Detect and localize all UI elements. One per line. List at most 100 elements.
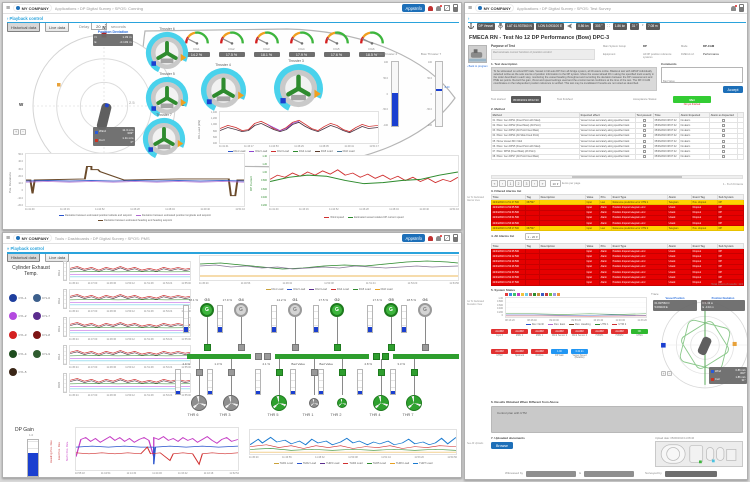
appsinfo-button[interactable]: AppsInfo xyxy=(402,234,425,242)
witness-field-2[interactable] xyxy=(584,471,635,477)
back-link[interactable]: ‹ Back to program xyxy=(467,65,488,68)
sensor-status[interactable]: ALARM Wind Sensor 4 xyxy=(571,329,588,337)
notification-bell-icon[interactable] xyxy=(436,234,442,241)
breaker-icon[interactable] xyxy=(310,369,318,376)
thruster-unit[interactable]: Bad Value THR 2 xyxy=(316,359,356,423)
goto-alarms-link[interactable]: Go To Dedicated Alarms View xyxy=(467,197,485,202)
breaker-icon[interactable] xyxy=(338,369,346,376)
comments-input[interactable]: Bad Value xyxy=(661,67,743,83)
next-page-button[interactable]: › xyxy=(531,180,538,187)
notification-bell-icon[interactable] xyxy=(731,4,737,11)
alarm-row[interactable]: 22/04/2019 11:52:33.500 Input Alarm Positi… xyxy=(491,209,744,216)
sensor-status[interactable]: 1.00 DP Gain xyxy=(551,349,568,360)
sensor-status[interactable]: ALARM UTM2 xyxy=(491,349,508,360)
sensor-status[interactable]: 0.21 kn Vessel Speed (Relative) xyxy=(571,349,588,360)
test-passed-checkbox[interactable] xyxy=(643,149,646,153)
see-uploads-link[interactable]: See All Uploads xyxy=(467,443,484,445)
page-button[interactable]: 3 xyxy=(523,180,530,187)
alarm-as-expected-checkbox[interactable] xyxy=(722,139,725,143)
thruster-unit[interactable]: 4.8 % THR 4 xyxy=(355,359,395,423)
vessel-chip[interactable]: DP Vessel xyxy=(476,22,496,30)
sensor-status[interactable]: ALARM MRU 2 xyxy=(511,329,528,337)
method-hscrollbar[interactable] xyxy=(491,175,743,179)
witness-field-1[interactable] xyxy=(526,471,577,477)
breaker-icon[interactable] xyxy=(410,369,418,376)
test-passed-checkbox[interactable] xyxy=(643,144,646,148)
sensor-status[interactable]: ALARM MRU 1 xyxy=(531,329,548,337)
alarm-as-expected-checkbox[interactable] xyxy=(722,144,725,148)
historical-data-button[interactable]: Historical data xyxy=(7,252,41,262)
per-page-select[interactable]: 10 ▾ xyxy=(550,180,561,187)
menu-icon[interactable]: ≡ xyxy=(6,4,11,12)
alarm-row[interactable]: 22/04/2019 11:52:05.500 Input Alarm Positi… xyxy=(491,204,744,211)
alarm-row[interactable]: 22/04/2019 11:58:17.500 067527 Input Low Re… xyxy=(491,225,744,232)
appsinfo-button[interactable]: AppsInfo xyxy=(402,4,425,12)
test-passed-checkbox[interactable] xyxy=(643,118,646,122)
prev-page-button[interactable]: ‹ xyxy=(499,180,506,187)
test-passed-checkbox[interactable] xyxy=(643,155,646,159)
alarms2-range-select[interactable]: 1 - 20 ▾ xyxy=(525,233,541,240)
scroll-thumb[interactable] xyxy=(572,176,682,178)
trace-zoom-controls[interactable]: + − xyxy=(661,371,672,376)
breaker-icon[interactable] xyxy=(421,344,429,351)
thruster-unit[interactable]: 4.9 % THR 6 xyxy=(173,359,213,423)
browse-button[interactable]: Browse xyxy=(491,442,513,449)
sensor-status[interactable]: ALARM RADius xyxy=(531,349,548,360)
test-passed-checkbox[interactable] xyxy=(643,134,646,138)
test-passed-checkbox[interactable] xyxy=(643,129,646,133)
notification-bell-icon[interactable] xyxy=(436,4,442,11)
generator-unit[interactable]: 17.9 % G4 G xyxy=(215,297,255,354)
fullscreen-icon[interactable] xyxy=(444,5,450,11)
alarm-row[interactable]: 22/04/2019 11:52:26.500 Input Alarm Positi… xyxy=(491,263,744,270)
sensor-status[interactable]: ALARM Spotrack xyxy=(511,349,528,360)
live-data-button[interactable]: Live data xyxy=(45,22,70,32)
alarm-as-expected-checkbox[interactable] xyxy=(722,129,725,133)
uploaded-document-image[interactable] xyxy=(655,441,743,467)
breaker-icon[interactable] xyxy=(227,369,235,376)
test-passed-checkbox[interactable] xyxy=(643,123,646,127)
breaker-icon[interactable] xyxy=(377,369,385,376)
delay-stepper[interactable]: ▴ ▾ xyxy=(104,22,106,28)
results-text[interactable]: Control plan with UTM xyxy=(491,406,743,433)
mic-icon[interactable] xyxy=(497,22,503,30)
alarm-as-expected-checkbox[interactable] xyxy=(722,123,725,127)
alarm-as-expected-checkbox[interactable] xyxy=(722,149,725,153)
sensor-status[interactable]: ALARM Gyro 3 xyxy=(491,329,508,337)
alarm-bell-icon[interactable] xyxy=(428,235,433,241)
generator-unit[interactable]: 17.6 % G5 G xyxy=(365,297,405,354)
test-started-value[interactable]: 05/06/2019 08:02:30 xyxy=(511,96,541,103)
bus-tie-icon[interactable] xyxy=(255,353,262,360)
breaker-icon[interactable] xyxy=(203,344,211,351)
bus-tie-icon[interactable] xyxy=(264,353,271,360)
breaker-icon[interactable] xyxy=(195,369,203,376)
generator-unit[interactable]: 18.5 % G6 G xyxy=(399,297,439,354)
alarm-row[interactable]: 22/04/2019 11:52:47.500 Input Alarm Positi… xyxy=(491,279,744,286)
breaker-icon[interactable] xyxy=(275,369,283,376)
historical-data-button[interactable]: Historical data xyxy=(7,22,41,32)
page-button[interactable]: 2 xyxy=(515,180,522,187)
method-row[interactable]: 08 / Bow / Gen DPS7 (Aft Point Fixed Mas… xyxy=(491,153,744,160)
test-passed-checkbox[interactable] xyxy=(643,139,646,143)
vessel-thumbnail[interactable] xyxy=(468,45,487,63)
alarm-bell-icon[interactable] xyxy=(428,5,433,11)
playback-header[interactable]: » Playback control xyxy=(7,246,459,254)
breaker-icon[interactable] xyxy=(237,344,245,351)
generator-unit[interactable]: 17.5 % G2 G xyxy=(311,297,351,354)
thruster-unit[interactable]: 3.3 % THR 7 xyxy=(388,359,428,423)
sensor-status[interactable]: ALARM HiPAP1 xyxy=(591,329,608,337)
alarm-as-expected-checkbox[interactable] xyxy=(722,118,725,122)
menu-icon[interactable]: ≡ xyxy=(468,4,473,12)
breaker-icon[interactable] xyxy=(387,344,395,351)
breaker-icon[interactable] xyxy=(291,344,299,351)
thruster-unit[interactable]: 4.1 % THR 5 xyxy=(253,359,293,423)
sensor-status[interactable]: OK UTM1 xyxy=(631,329,648,337)
playback-header[interactable]: › Playback control xyxy=(7,16,459,23)
plot-zoom-controls[interactable]: + − xyxy=(13,129,26,135)
first-page-button[interactable]: « xyxy=(491,180,498,187)
last-page-button[interactable]: » xyxy=(539,180,546,187)
goto-deviation-link[interactable]: Go To Dedicated Deviation View xyxy=(467,301,485,306)
surveyor-field[interactable] xyxy=(664,471,717,477)
fullscreen-icon[interactable] xyxy=(444,235,450,241)
sensor-status[interactable]: ALARM HiPAP2 xyxy=(611,329,628,337)
thruster-unit[interactable]: Bad Value THR 1 xyxy=(288,359,328,423)
